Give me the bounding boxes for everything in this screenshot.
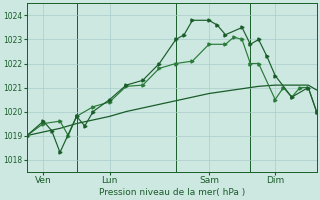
X-axis label: Pression niveau de la mer( hPa ): Pression niveau de la mer( hPa ): [99, 188, 245, 197]
